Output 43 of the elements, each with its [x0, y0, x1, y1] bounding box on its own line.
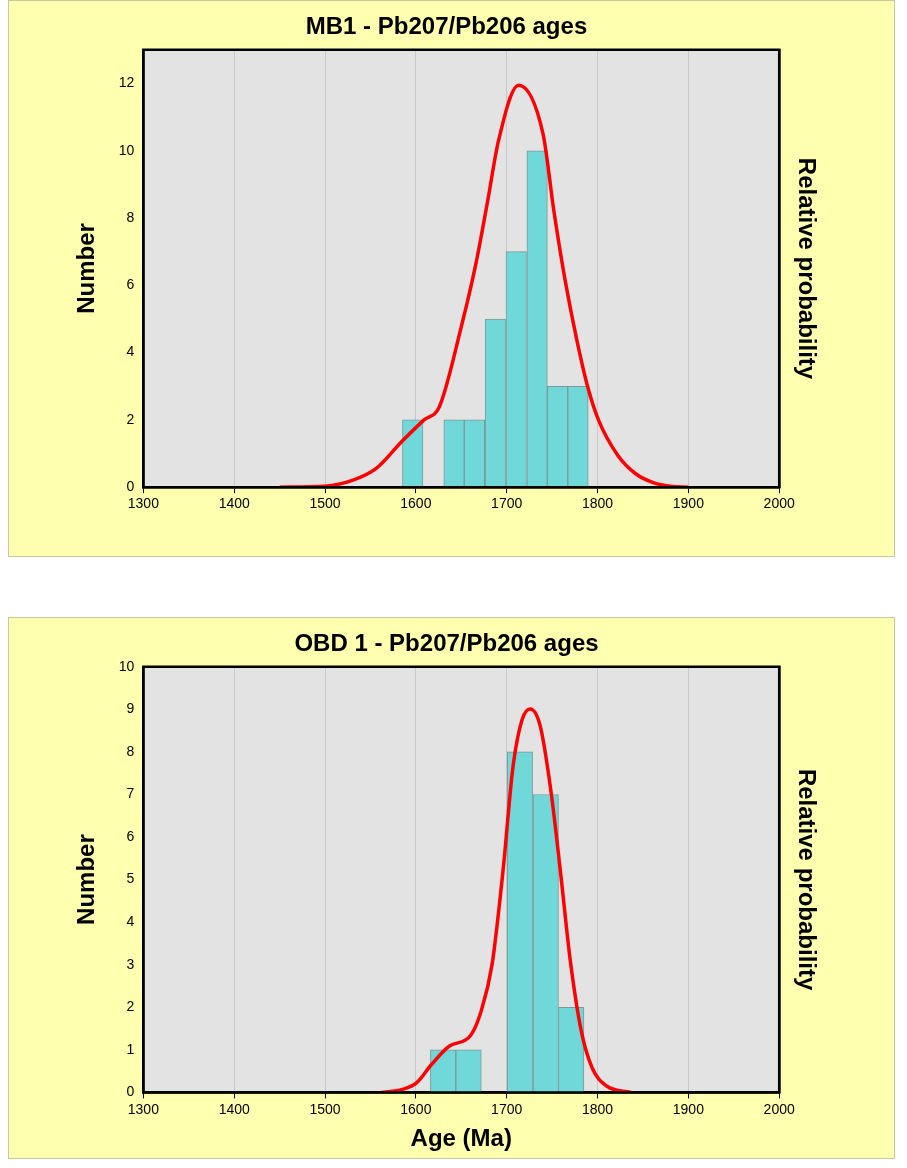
chart-title: OBD 1 - Pb207/Pb206 ages: [294, 629, 599, 657]
x-tick-label: 1300: [127, 1100, 160, 1117]
x-tick-label: 2000: [763, 495, 795, 512]
y-tick-label: 0: [126, 1083, 135, 1100]
x-tick-label: 1500: [309, 1100, 341, 1117]
line-series: [277, 83, 691, 488]
x-tick-label: 1600: [400, 495, 432, 512]
y-tick-label: 5: [126, 870, 135, 887]
y-tick-label: 2: [126, 410, 135, 427]
line-series: [379, 707, 633, 1093]
x-tick-label: 1300: [127, 495, 160, 512]
y-tick-label: 6: [126, 276, 135, 293]
x-tick-label: 1800: [581, 1100, 614, 1117]
x-tick-label: 1700: [491, 1100, 523, 1117]
y-tick-label: 10: [118, 141, 135, 158]
x-tick-label: 2000: [763, 1100, 795, 1117]
x-tick-label: 1700: [491, 495, 523, 512]
x-tick-label: 1900: [672, 495, 705, 512]
x-axis-title: Age (Ma): [410, 1124, 512, 1152]
y2-axis-title: Relative probability: [793, 157, 821, 380]
chart-title: MB1 - Pb207/Pb206 ages: [305, 12, 588, 40]
y-tick-label: 6: [126, 827, 135, 844]
x-tick-label: 1800: [581, 495, 614, 512]
y-tick-label: 10: [118, 657, 135, 674]
x-tick-label: 1400: [218, 1100, 250, 1117]
y-tick-label: 8: [126, 208, 135, 225]
y-tick-label: 8: [126, 742, 135, 759]
y-axis-title: Number: [72, 834, 100, 925]
x-tick-label: 1400: [218, 495, 250, 512]
y-tick-label: 4: [126, 343, 135, 360]
y-tick-label: 2: [126, 998, 135, 1015]
y-tick-label: 3: [126, 955, 135, 972]
y-tick-label: 4: [126, 913, 135, 930]
y-tick-label: 12: [118, 74, 135, 91]
x-tick-label: 1500: [309, 495, 341, 512]
y-tick-label: 1: [126, 1040, 135, 1057]
x-tick-label: 1600: [400, 1100, 432, 1117]
y-axis-title: Number: [72, 223, 100, 314]
y2-axis-title: Relative probability: [793, 768, 821, 991]
y-tick-label: 0: [126, 478, 135, 495]
y-tick-label: 9: [126, 700, 135, 717]
x-tick-label: 1900: [672, 1100, 705, 1117]
y-tick-label: 7: [126, 785, 135, 802]
